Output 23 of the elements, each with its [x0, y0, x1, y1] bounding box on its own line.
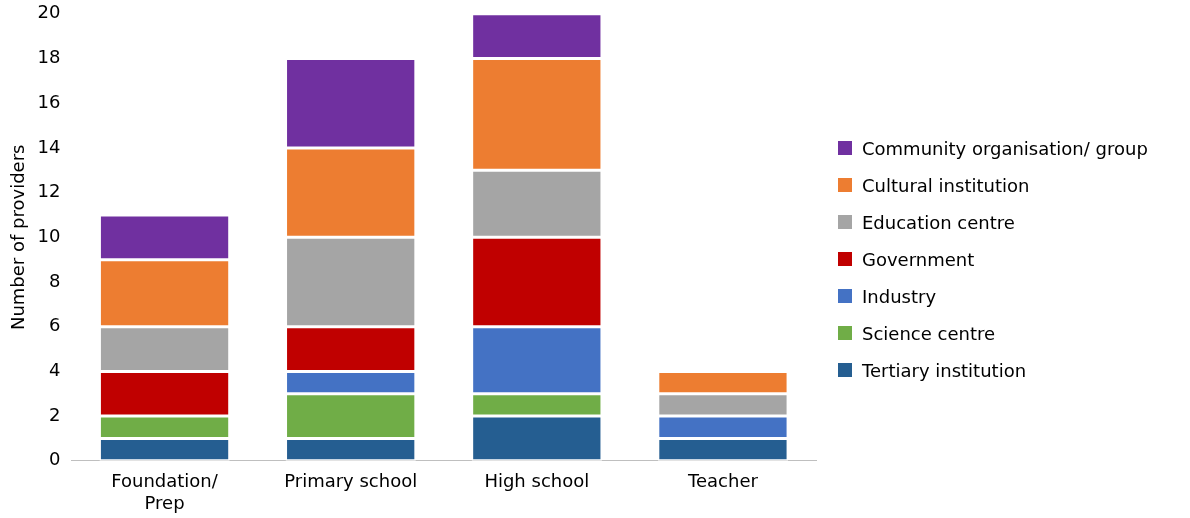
legend-label: Tertiary institution [862, 359, 1027, 381]
legend-label: Government [862, 248, 975, 270]
x-tick-label: Foundation/ Prep [111, 470, 219, 513]
y-tick-label: 12 [37, 180, 61, 202]
x-tick-label: Teacher [687, 470, 759, 492]
legend-label: Science centre [862, 322, 996, 344]
y-tick-label: 4 [49, 359, 61, 381]
y-tick-label: 16 [37, 90, 61, 112]
y-tick-label: 2 [49, 403, 61, 425]
y-tick-label: 6 [49, 314, 61, 336]
legend-label: Industry [862, 285, 937, 307]
y-tick-label: 14 [37, 135, 61, 157]
legend-label: Community organisation/ group [862, 137, 1148, 159]
y-tick-label: 20 [37, 1, 61, 23]
legend-label: Education centre [862, 211, 1015, 233]
y-tick-label: 0 [49, 448, 61, 470]
y-tick-label: 18 [37, 46, 61, 68]
y-tick-label: 8 [49, 269, 61, 291]
y-tick-label: 10 [37, 224, 61, 246]
x-tick-label: High school [484, 470, 590, 492]
x-tick-label: Primary school [284, 470, 418, 492]
y-axis-title: Number of providers [7, 144, 29, 331]
legend-label: Cultural institution [862, 174, 1030, 196]
